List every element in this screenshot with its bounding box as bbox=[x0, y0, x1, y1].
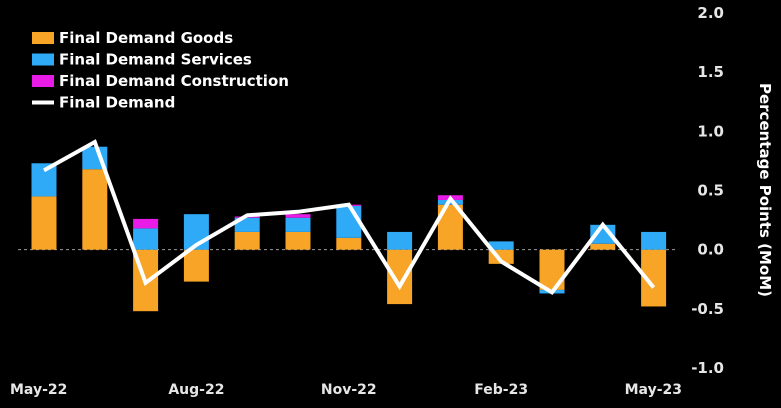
legend-swatch-final-demand-goods bbox=[32, 32, 54, 44]
bar-final-demand-goods-sep-22 bbox=[235, 232, 260, 250]
legend-label: Final Demand Goods bbox=[59, 29, 233, 47]
legend-label: Final Demand Construction bbox=[59, 72, 289, 90]
x-tick-label: Nov-22 bbox=[321, 382, 377, 398]
legend-label: Final Demand bbox=[59, 94, 175, 112]
x-tick-label: May-22 bbox=[10, 382, 67, 398]
bar-final-demand-construction-oct-22 bbox=[286, 214, 311, 218]
y-tick-label: 2.0 bbox=[697, 4, 724, 22]
bar-final-demand-goods-nov-22 bbox=[336, 238, 361, 250]
legend-label: Final Demand Services bbox=[59, 51, 252, 69]
legend-swatch-final-demand-construction bbox=[32, 75, 54, 87]
bar-final-demand-construction-jul-22 bbox=[133, 219, 158, 228]
bar-final-demand-services-may-23 bbox=[641, 232, 666, 250]
y-tick-label: 0.0 bbox=[697, 241, 724, 259]
bar-final-demand-goods-oct-22 bbox=[286, 232, 311, 250]
legend-swatch-final-demand-services bbox=[32, 54, 54, 66]
bar-final-demand-services-oct-22 bbox=[286, 218, 311, 232]
x-tick-label: Aug-22 bbox=[168, 382, 224, 398]
x-tick-label: May-23 bbox=[625, 382, 682, 398]
y-tick-label: 1.0 bbox=[697, 122, 724, 140]
y-tick-label: 1.5 bbox=[697, 63, 724, 81]
y-tick-label: -1.0 bbox=[691, 359, 724, 377]
bar-final-demand-goods-dec-22 bbox=[387, 250, 412, 304]
y-axis-title: Percentage Points (MoM) bbox=[756, 83, 774, 297]
x-tick-label: Feb-23 bbox=[474, 382, 528, 398]
bar-final-demand-goods-aug-22 bbox=[184, 250, 209, 282]
bar-final-demand-goods-may-22 bbox=[32, 196, 57, 249]
y-tick-label: -0.5 bbox=[691, 300, 724, 318]
bar-final-demand-goods-apr-23 bbox=[590, 244, 615, 250]
bar-final-demand-services-jul-22 bbox=[133, 228, 158, 249]
bar-final-demand-goods-jun-22 bbox=[82, 169, 107, 249]
bar-final-demand-services-dec-22 bbox=[387, 232, 412, 250]
y-tick-label: 0.5 bbox=[697, 182, 724, 200]
